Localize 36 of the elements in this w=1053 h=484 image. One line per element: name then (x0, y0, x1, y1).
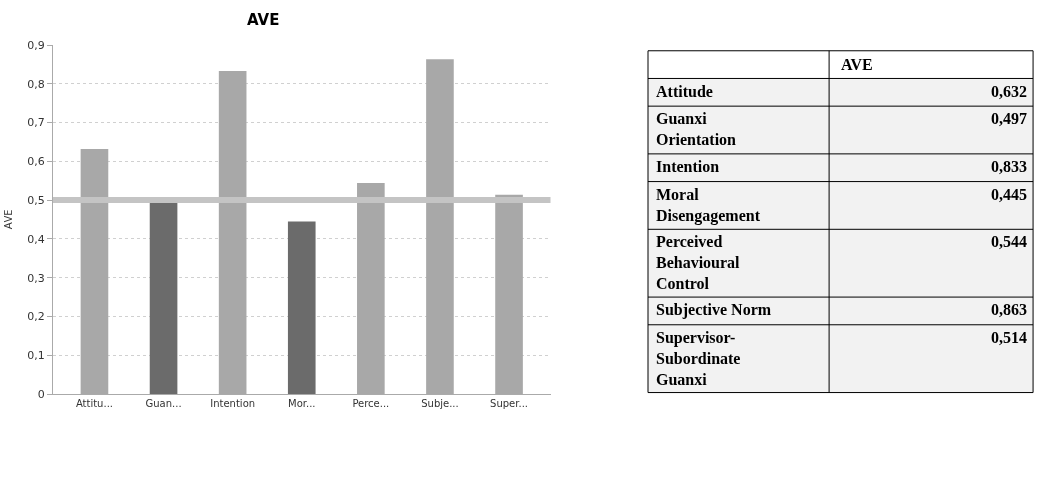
text: 0,833 (991, 158, 1027, 175)
y-tick-label: 0 (37, 387, 45, 401)
text: 0,632 (991, 83, 1027, 100)
x-tick-label: Attitu... (75, 398, 114, 409)
bar (287, 221, 316, 394)
text: Intention (656, 158, 720, 175)
y-tick-label: 0,1 (27, 349, 45, 363)
y-axis-title: AVE (0, 209, 15, 230)
text: Attitude (656, 83, 713, 100)
x-tick-label: Perce... (352, 398, 390, 409)
text: 0,863 (991, 301, 1027, 318)
text: Subjective Norm (656, 301, 772, 319)
x-tick-label: Guan... (145, 398, 182, 409)
x-tick-label: Intention (210, 398, 256, 409)
text: Guanxi Orientation (656, 110, 737, 148)
x-tick-label: Super... (490, 398, 528, 409)
bar (149, 201, 178, 394)
y-tick-label: 0,3 (27, 271, 45, 285)
y-tick-label: 0,6 (27, 155, 45, 169)
text: 0,544 (991, 233, 1027, 250)
y-tick-label: 0,8 (27, 77, 45, 91)
text: Perceived Behavioural Control (656, 233, 741, 292)
y-tick-label: 0,5 (27, 193, 45, 207)
text: 0,497 (991, 110, 1027, 127)
text: 0,445 (991, 186, 1027, 203)
chart-title: AVE (247, 11, 280, 30)
text: 0,514 (991, 329, 1027, 346)
text: Supervisor-Subordinate Guanxi (656, 329, 741, 388)
text: AVE (841, 56, 873, 73)
x-tick-label: Mor... (288, 398, 316, 409)
y-tick-label: 0,9 (27, 38, 45, 52)
y-tick-label: 0,4 (27, 232, 45, 246)
text: Moral Disengagement (656, 186, 761, 225)
y-tick-label: 0,7 (27, 116, 45, 130)
y-tick-label: 0,2 (27, 310, 45, 324)
x-tick-label: Subje... (421, 398, 459, 409)
